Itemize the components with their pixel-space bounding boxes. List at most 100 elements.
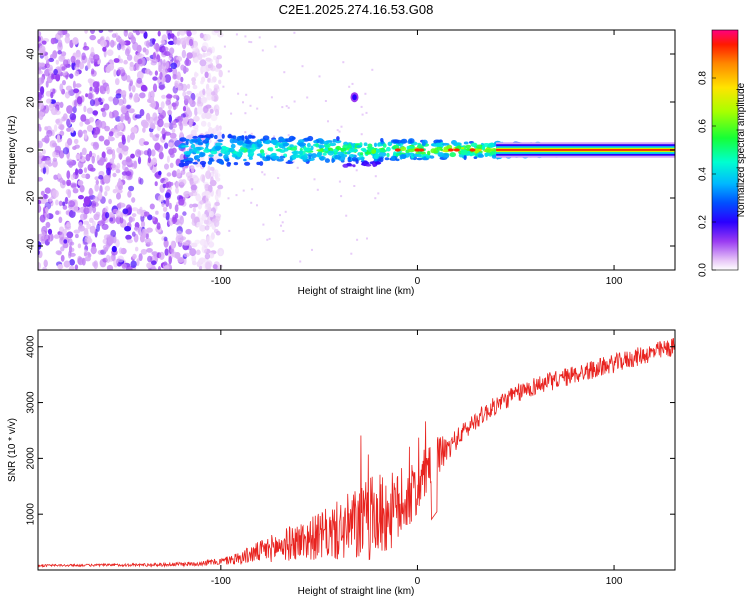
noise-speck bbox=[151, 251, 158, 256]
noise-speck bbox=[147, 148, 152, 158]
noise-speck bbox=[68, 265, 75, 270]
noise-speck bbox=[79, 152, 83, 160]
noise-speck bbox=[164, 142, 169, 149]
noise-speck bbox=[316, 188, 319, 191]
noise-speck bbox=[136, 77, 143, 84]
noise-speck bbox=[250, 201, 253, 204]
signal-cell bbox=[429, 155, 435, 159]
noise-speck bbox=[204, 34, 211, 41]
noise-speck bbox=[38, 91, 42, 101]
signal-cell bbox=[245, 144, 252, 148]
noise-speck bbox=[83, 167, 88, 173]
noise-speck bbox=[62, 113, 68, 121]
noise-speck bbox=[183, 95, 191, 101]
noise-speck bbox=[146, 40, 151, 48]
noise-speck bbox=[75, 233, 79, 239]
signal-cell bbox=[298, 142, 307, 147]
noise-speck bbox=[130, 153, 135, 159]
signal-cell bbox=[248, 156, 253, 160]
noise-speck bbox=[116, 43, 122, 51]
noise-speck bbox=[93, 126, 101, 135]
noise-speck bbox=[109, 158, 115, 165]
noise-speck bbox=[39, 45, 46, 54]
noise-speck bbox=[157, 107, 163, 114]
noise-speck bbox=[200, 97, 208, 104]
noise-speck bbox=[202, 52, 206, 58]
signal-cell bbox=[316, 151, 322, 158]
noise-speck bbox=[292, 160, 295, 163]
noise-speck bbox=[78, 195, 84, 200]
noise-speck bbox=[136, 258, 140, 266]
noise-speck bbox=[140, 84, 147, 92]
noise-speck bbox=[81, 173, 87, 179]
noise-speck bbox=[107, 235, 115, 245]
noise-speck bbox=[55, 59, 59, 65]
noise-speck bbox=[59, 124, 65, 131]
snr-y-axis-label: SNR (10 * v/v) bbox=[7, 418, 18, 482]
noise-speck bbox=[182, 241, 189, 246]
noise-speck bbox=[338, 180, 341, 183]
noise-speck bbox=[210, 91, 216, 96]
noise-speck bbox=[130, 34, 135, 40]
signal-cell bbox=[441, 142, 450, 146]
noise-speck bbox=[101, 223, 109, 230]
noise-speck bbox=[38, 262, 41, 270]
signal-cell bbox=[347, 145, 353, 149]
noise-speck bbox=[62, 59, 69, 67]
signal-cell bbox=[422, 153, 428, 157]
noise-speck bbox=[194, 107, 198, 117]
noise-speck bbox=[110, 39, 115, 48]
noise-speck bbox=[91, 155, 95, 164]
noise-speck bbox=[66, 231, 74, 239]
noise-speck bbox=[150, 260, 157, 266]
noise-speck bbox=[57, 30, 64, 36]
noise-speck bbox=[209, 108, 214, 114]
noise-speck bbox=[98, 191, 103, 200]
noise-speck bbox=[41, 137, 49, 143]
noise-speck bbox=[174, 80, 179, 88]
noise-speck bbox=[115, 93, 122, 99]
noise-speck bbox=[146, 248, 153, 253]
noise-speck bbox=[188, 38, 194, 47]
noise-speck bbox=[75, 168, 79, 176]
noise-speck bbox=[117, 122, 124, 131]
signal-cell bbox=[274, 145, 278, 149]
noise-speck bbox=[66, 179, 72, 186]
signal-cell bbox=[380, 138, 384, 143]
noise-speck bbox=[38, 111, 44, 121]
signal-cell bbox=[433, 150, 439, 154]
y-tick-label: -40 bbox=[26, 238, 37, 253]
noise-speck bbox=[130, 132, 135, 141]
noise-speck bbox=[179, 30, 186, 36]
noise-speck bbox=[360, 105, 363, 108]
noise-speck bbox=[180, 64, 185, 71]
signal-cell bbox=[360, 152, 364, 156]
noise-speck bbox=[76, 96, 83, 105]
noise-speck bbox=[199, 199, 205, 205]
signal-cell bbox=[374, 142, 377, 147]
noise-speck bbox=[124, 225, 132, 232]
noise-speck bbox=[164, 248, 169, 256]
noise-speck bbox=[173, 35, 178, 45]
noise-speck bbox=[139, 178, 144, 185]
noise-speck bbox=[99, 85, 104, 94]
noise-speck bbox=[117, 98, 124, 106]
noise-speck bbox=[204, 204, 211, 211]
noise-speck bbox=[139, 92, 146, 99]
noise-speck bbox=[120, 212, 124, 218]
noise-speck bbox=[163, 265, 170, 270]
signal-cell bbox=[316, 149, 323, 152]
noise-speck bbox=[175, 187, 179, 194]
noise-speck bbox=[68, 161, 74, 168]
noise-speck bbox=[142, 232, 147, 239]
noise-speck bbox=[52, 88, 56, 94]
noise-speck bbox=[163, 122, 170, 128]
noise-speck bbox=[125, 234, 132, 240]
noise-speck bbox=[119, 58, 124, 64]
signal-cell bbox=[267, 157, 271, 161]
spectrogram-ticks: -100 0 100 40 20 0 -20 -40 bbox=[26, 30, 675, 287]
signal-cell bbox=[406, 145, 411, 150]
signal-cell bbox=[431, 143, 435, 147]
noise-speck bbox=[83, 228, 89, 235]
noise-speck bbox=[126, 134, 131, 143]
